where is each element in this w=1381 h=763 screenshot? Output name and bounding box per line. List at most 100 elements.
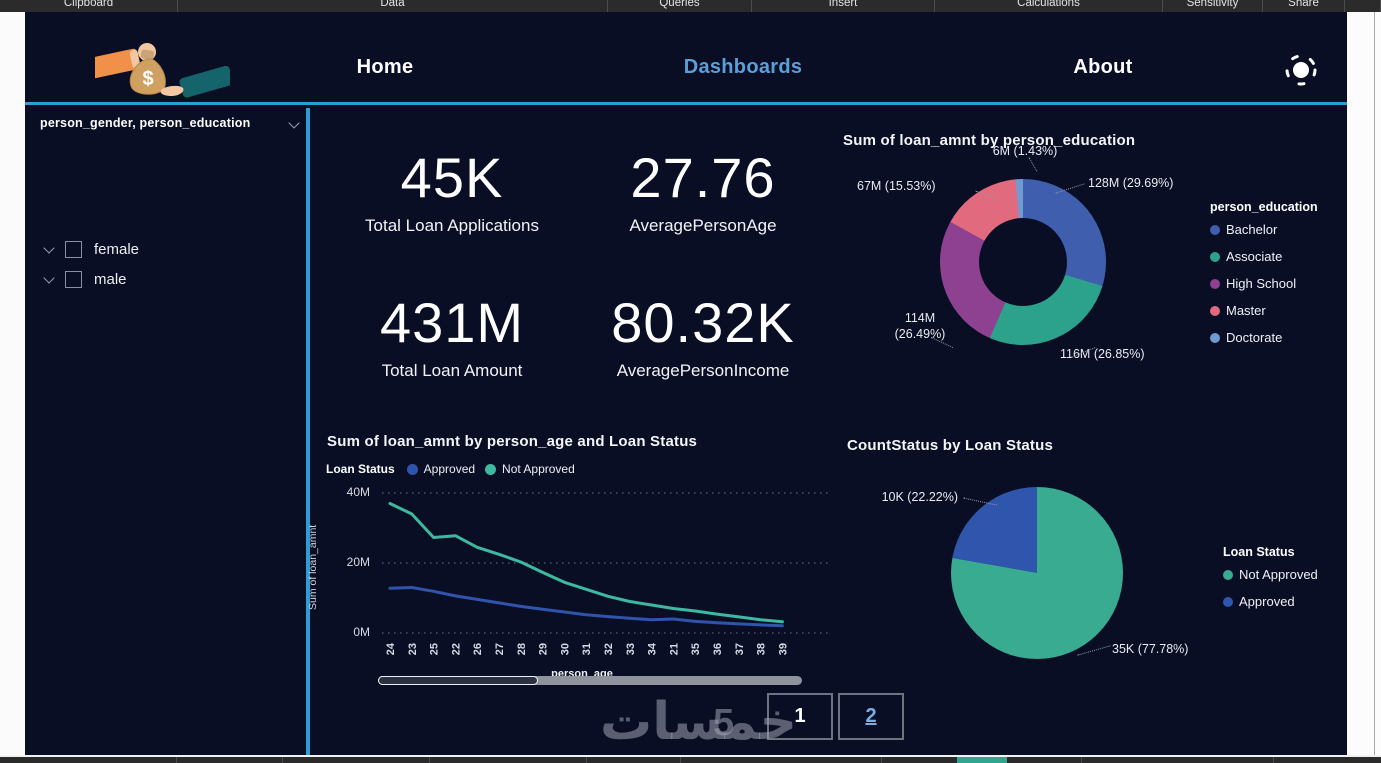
- page-scrollbar[interactable]: [1347, 12, 1381, 757]
- pie-legend-item-not-approved[interactable]: Not Approved: [1223, 567, 1318, 582]
- ytick-20m: 20M: [346, 555, 370, 569]
- nav-item-home[interactable]: Home: [356, 56, 414, 78]
- legend-dot-icon: [1223, 596, 1233, 607]
- donut-callout-master: 67M (15.53%): [857, 179, 936, 193]
- svg-text:28: 28: [516, 643, 528, 655]
- slicer-title: person_gender, person_education: [40, 116, 251, 130]
- bottom-gap: [0, 755, 1381, 757]
- expand-chevron-icon[interactable]: [43, 271, 55, 284]
- kpi-card[interactable]: 80.32K AveragePersonIncome: [543, 295, 863, 381]
- donut-legend: person_education Bachelor Associate High S…: [1210, 200, 1318, 357]
- nav-item-about[interactable]: About: [1073, 56, 1133, 78]
- donut-legend-title: person_education: [1210, 200, 1318, 214]
- taskbar-divider: [1273, 757, 1274, 763]
- line-chart-legend: Loan Status Approved Not Approved: [326, 462, 575, 476]
- sun-icon[interactable]: [1281, 50, 1321, 90]
- svg-text:31: 31: [581, 643, 593, 655]
- kpi-label: Total Loan Amount: [381, 361, 523, 380]
- svg-text:27: 27: [494, 643, 506, 655]
- ribbon-group-label: Queries: [659, 0, 700, 9]
- line-legend-item-not-approved[interactable]: Not Approved: [485, 462, 575, 476]
- app-ribbon: Clipboard Data Queries Insert Calculations Se…: [0, 0, 1381, 12]
- nav-item-dashboards[interactable]: Dashboards: [683, 56, 803, 78]
- line-chart-title: Sum of loan_amnt by person_age and Loan …: [327, 433, 698, 450]
- navbar: $ Home Dashboards About: [25, 12, 1347, 105]
- chevron-down-icon[interactable]: [288, 117, 300, 129]
- callout-leader-line: [1077, 645, 1111, 656]
- ribbon-group-insert: Insert: [752, 0, 935, 12]
- legend-dot-icon: [1210, 305, 1220, 316]
- donut-chart-title: Sum of loan_amnt by person_education: [843, 132, 1136, 149]
- svg-text:30: 30: [559, 643, 571, 655]
- dashboard-canvas: $ Home Dashboards About person_gender, per…: [25, 12, 1347, 755]
- ribbon-group-label: Insert: [828, 0, 858, 9]
- legend-label: Master: [1226, 303, 1266, 318]
- line-chart-plot[interactable]: 24 23 25 22 26 27 28 29 30 31 32 33 34 21 35 36 37 38 39: [370, 485, 840, 670]
- legend-label: Not Approved: [1239, 567, 1318, 582]
- kpi-card[interactable]: 431M Total Loan Amount: [292, 295, 612, 381]
- money-handoff-logo: $: [95, 43, 230, 98]
- slicer-option-female: female: [43, 241, 140, 258]
- donut-legend-item-bachelor[interactable]: Bachelor: [1210, 222, 1318, 237]
- svg-text:25: 25: [429, 643, 441, 655]
- page-left-margin: [0, 12, 25, 757]
- x-axis-scrollbar-thumb[interactable]: [378, 676, 538, 685]
- legend-label: High School: [1226, 276, 1297, 291]
- taskbar-active-segment[interactable]: [957, 757, 1007, 763]
- pie-legend-title: Loan Status: [1223, 545, 1295, 559]
- ribbon-group-sensitivity: Sensitivity: [1163, 0, 1263, 12]
- legend-dot-icon: [1223, 569, 1233, 580]
- slicer-option-male: male: [43, 271, 127, 288]
- svg-text:32: 32: [603, 643, 615, 655]
- taskbar[interactable]: [0, 757, 1381, 763]
- donut-callout-bachelor: 128M (29.69%): [1088, 176, 1174, 190]
- pie-legend-item-approved[interactable]: Approved: [1223, 594, 1318, 609]
- donut-chart[interactable]: [940, 179, 1106, 345]
- legend-label: Bachelor: [1226, 222, 1278, 237]
- donut-legend-item-doctorate[interactable]: Doctorate: [1210, 330, 1318, 345]
- y-axis-title: Sum of loan_amnt: [307, 524, 319, 610]
- kpi-value: 45K: [400, 146, 504, 209]
- legend-label: Not Approved: [502, 462, 575, 476]
- taskbar-divider: [429, 757, 430, 763]
- slicer-option-label[interactable]: male: [94, 271, 127, 288]
- callout-leader-line: [1028, 157, 1038, 172]
- kpi-card[interactable]: 45K Total Loan Applications: [292, 150, 612, 236]
- svg-text:24: 24: [385, 642, 397, 655]
- ribbon-group-label: Clipboard: [63, 0, 114, 9]
- slicer-option-label[interactable]: female: [94, 241, 140, 258]
- kpi-value: 80.32K: [611, 291, 795, 354]
- page-button-2[interactable]: 2: [838, 693, 904, 740]
- kpi-card[interactable]: 27.76 AveragePersonAge: [543, 150, 863, 236]
- taskbar-divider: [680, 757, 681, 763]
- line-legend-item-approved[interactable]: Approved: [406, 462, 475, 476]
- svg-text:21: 21: [668, 643, 680, 655]
- donut-callout-associate: 116M (26.85%): [1060, 347, 1145, 361]
- checkbox-male[interactable]: [65, 271, 82, 288]
- svg-text:34: 34: [647, 642, 659, 655]
- kpi-label: AveragePersonIncome: [616, 361, 790, 380]
- legend-dot-icon: [1210, 278, 1220, 289]
- page-button-1[interactable]: 1: [767, 693, 833, 740]
- pie-chart[interactable]: [951, 487, 1123, 659]
- kpi-label: AveragePersonAge: [629, 216, 777, 235]
- svg-text:29: 29: [538, 643, 550, 655]
- pie-callout-not-approved: 35K (77.78%): [1112, 642, 1189, 656]
- svg-text:35: 35: [690, 643, 702, 655]
- svg-text:37: 37: [734, 643, 746, 655]
- legend-dot-icon: [1210, 332, 1220, 343]
- ribbon-group-clipboard: Clipboard: [0, 0, 178, 12]
- kpi-label: Total Loan Applications: [365, 216, 539, 235]
- legend-dot-icon: [1210, 224, 1220, 235]
- checkbox-female[interactable]: [65, 241, 82, 258]
- donut-callout-doctorate: 6M (1.43%): [992, 144, 1058, 158]
- x-axis-scrollbar[interactable]: [378, 676, 802, 685]
- scrollbar-track-line: [1374, 12, 1375, 757]
- donut-legend-item-master[interactable]: Master: [1210, 303, 1318, 318]
- donut-legend-item-associate[interactable]: Associate: [1210, 249, 1318, 264]
- donut-legend-item-high-school[interactable]: High School: [1210, 276, 1318, 291]
- expand-chevron-icon[interactable]: [43, 241, 55, 254]
- kpi-value: 27.76: [630, 146, 776, 209]
- legend-label: Approved: [1239, 594, 1295, 609]
- svg-text:26: 26: [472, 643, 484, 655]
